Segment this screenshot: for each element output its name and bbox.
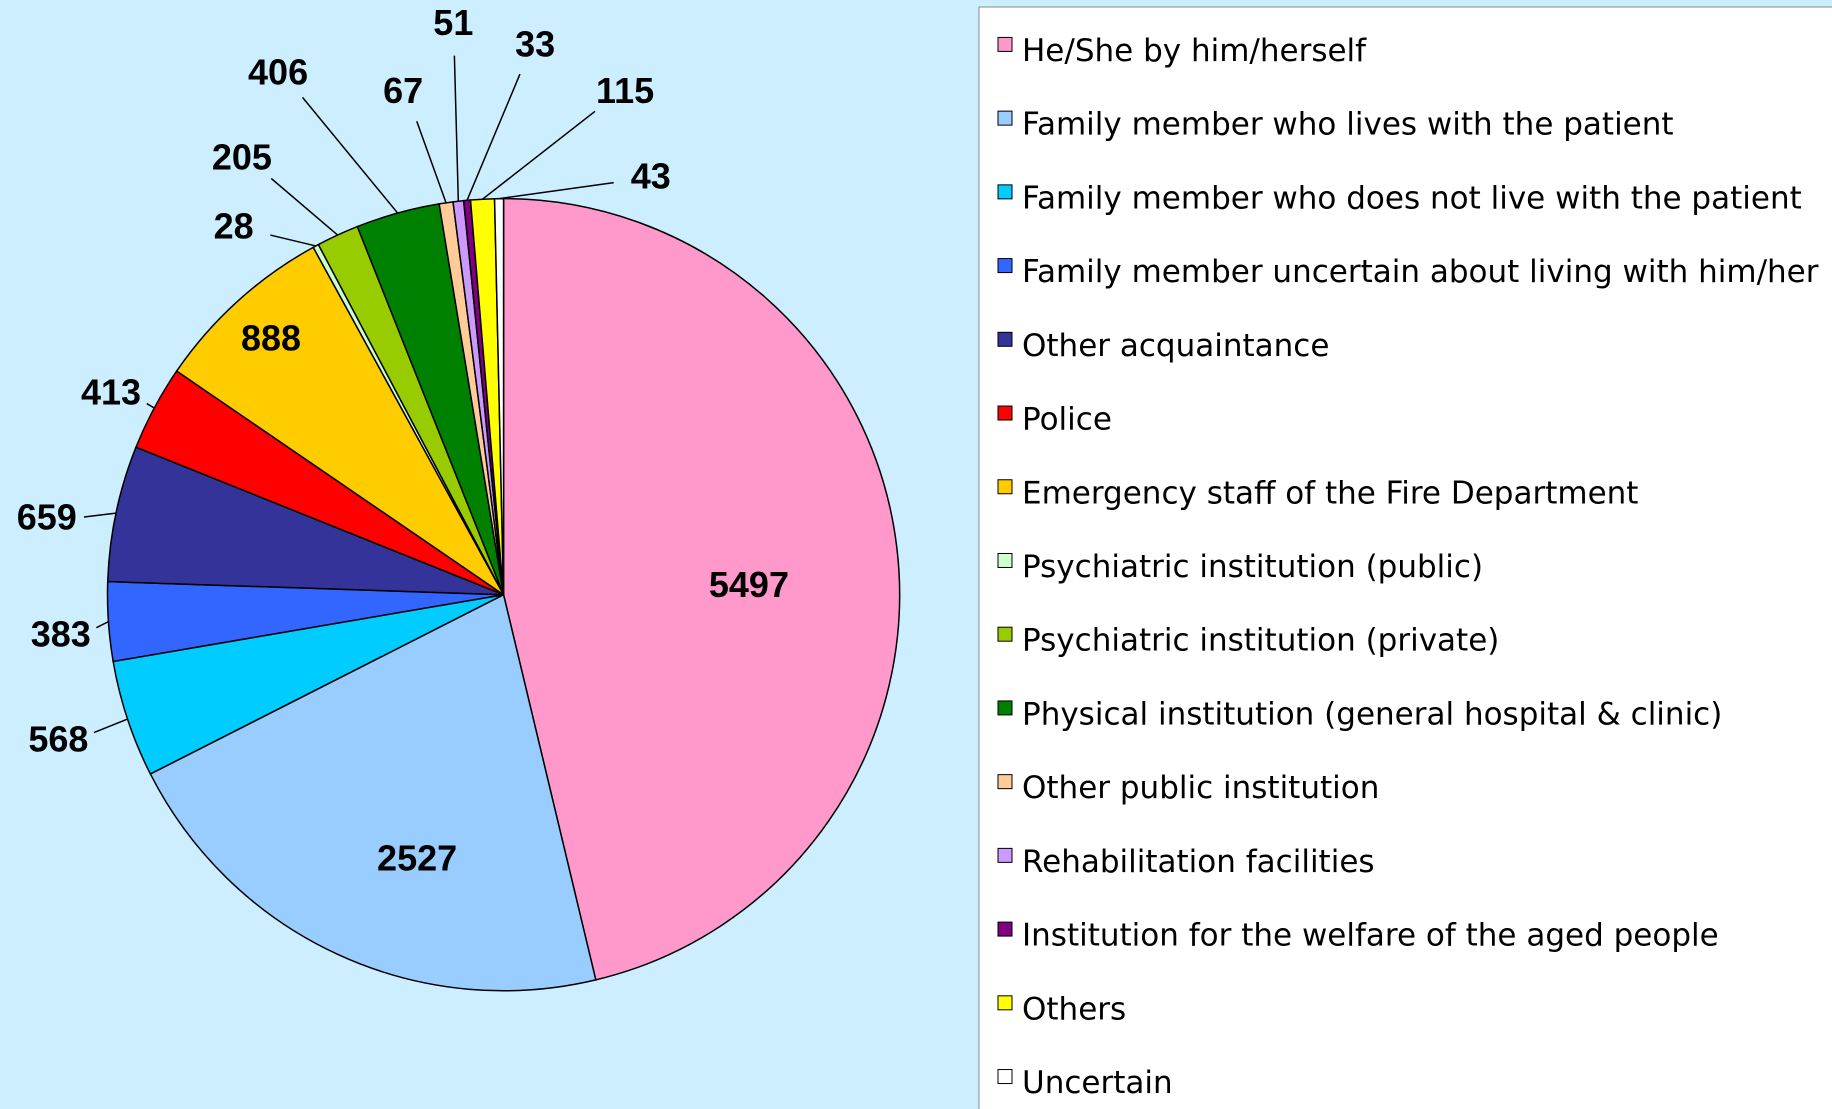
pie-slice xyxy=(149,593,597,992)
legend-swatch xyxy=(997,405,1013,421)
legend-label: Family member who does not live with the… xyxy=(1022,180,1802,216)
legend-swatch xyxy=(997,847,1013,863)
data-label: 568 xyxy=(28,718,88,759)
legend-label: Psychiatric institution (public) xyxy=(1022,549,1483,585)
legend-label: Police xyxy=(1022,402,1112,438)
legend-label: Others xyxy=(1022,991,1126,1027)
pie-slice xyxy=(502,197,901,981)
legend-swatch xyxy=(997,552,1013,568)
legend-label: Family member who lives with the patient xyxy=(1022,107,1674,143)
leader-line xyxy=(146,402,155,409)
legend-swatch xyxy=(997,700,1013,716)
data-label: 413 xyxy=(81,371,141,412)
leader-line xyxy=(453,55,460,202)
leader-line xyxy=(93,718,128,734)
data-label: 2527 xyxy=(377,838,457,879)
legend-swatch xyxy=(997,995,1013,1011)
pie-slice xyxy=(175,246,505,596)
legend-label: Physical institution (general hospital &… xyxy=(1022,696,1722,732)
legend-swatch xyxy=(997,774,1013,790)
leader-line xyxy=(498,181,614,200)
legend-swatch xyxy=(997,331,1013,347)
legend-swatch xyxy=(997,36,1013,52)
data-label: 28 xyxy=(214,206,254,247)
legend-swatch xyxy=(997,479,1013,495)
data-label: 659 xyxy=(17,496,77,537)
leader-line xyxy=(466,73,521,201)
data-label: 383 xyxy=(31,613,91,654)
leader-line xyxy=(270,177,339,236)
legend-label: Psychiatric institution (private) xyxy=(1022,623,1499,659)
legend-swatch xyxy=(997,921,1013,937)
legend-label: Institution for the welfare of the aged … xyxy=(1022,918,1719,954)
legend-label: Emergency staff of the Fire Department xyxy=(1022,475,1638,511)
legend-label: Uncertain xyxy=(1022,1065,1173,1101)
legend-swatch xyxy=(997,184,1013,200)
legend-label: He/She by him/herself xyxy=(1022,33,1367,69)
data-label: 406 xyxy=(248,51,308,92)
legend-swatch xyxy=(997,258,1013,274)
data-label: 5497 xyxy=(709,564,789,605)
leader-line xyxy=(83,512,117,518)
data-label: 205 xyxy=(212,137,272,178)
leader-line xyxy=(482,110,596,200)
data-label: 51 xyxy=(433,2,473,43)
legend-swatch xyxy=(997,1069,1013,1085)
legend-swatch xyxy=(997,626,1013,642)
legend-swatch xyxy=(997,110,1013,126)
data-label: 67 xyxy=(383,70,423,111)
legend-label: Other public institution xyxy=(1022,770,1379,806)
legend-label: Rehabilitation facilities xyxy=(1022,844,1375,880)
data-label: 43 xyxy=(631,155,671,196)
legend-label: Family member uncertain about living wit… xyxy=(1022,254,1819,290)
leader-line xyxy=(301,96,399,214)
leader-line xyxy=(270,234,316,247)
data-label: 115 xyxy=(596,70,654,111)
leader-line xyxy=(96,620,109,629)
legend-label: Other acquaintance xyxy=(1022,328,1329,364)
data-label: 33 xyxy=(515,23,555,64)
leader-line xyxy=(416,121,447,204)
data-label: 888 xyxy=(241,318,301,359)
legend-box xyxy=(978,6,1832,1109)
pie-slice xyxy=(106,446,504,596)
